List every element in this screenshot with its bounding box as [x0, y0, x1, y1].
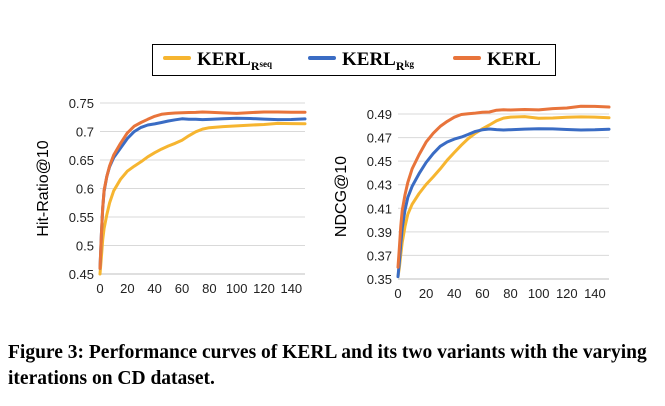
hit-ratio-x-tick-label: 80 [202, 281, 216, 296]
hit-ratio-x-tick-label: 40 [147, 281, 161, 296]
ndcg-y-tick-label: 0.35 [367, 272, 392, 287]
hit-ratio-x-tick-label: 20 [120, 281, 134, 296]
hit-ratio-x-tick-label: 140 [280, 281, 302, 296]
chart-legend: KERLRseq KERLRkg KERL [152, 44, 556, 76]
ndcg-chart-group: 0.35 0.37 0.39 0.41 0.43 0.45 0.47 0.49 0 20 40 60 8… [333, 104, 611, 301]
hit-ratio-chart-group: 0.45 0.5 0.55 0.6 0.65 0.7 0.75 0 20 40 60 80 100 120… [35, 96, 307, 296]
legend-label-kerl-rkg-subsub: kg [404, 59, 415, 69]
ndcg-y-tick-label: 0.37 [367, 248, 392, 263]
hit-ratio-x-tick-label: 60 [175, 281, 189, 296]
legend-item-kerl: KERL [453, 49, 541, 71]
hit-ratio-series-kerl-rseq [98, 121, 307, 276]
ndcg-series-kerl-rkg [396, 127, 611, 279]
ndcg-y-tick-label: 0.49 [367, 107, 392, 122]
legend-label-kerl-rseq-subsub: seq [259, 59, 273, 69]
legend-label-kerl-rkg: KERL [342, 49, 396, 70]
ndcg-x-tick-label: 60 [475, 286, 489, 301]
legend-swatch-kerl-rkg [308, 55, 336, 60]
ndcg-x-tick-label: 40 [447, 286, 461, 301]
hit-ratio-x-tick-label: 100 [226, 281, 248, 296]
hit-ratio-x-tick-label: 0 [96, 281, 103, 296]
hit-ratio-series-kerl-rkg [98, 116, 307, 270]
ndcg-x-tick-label: 100 [528, 286, 550, 301]
legend-label-kerl-rseq: KERL [197, 49, 251, 70]
hit-ratio-y-tick-label: 0.65 [69, 153, 94, 168]
legend-item-kerl-rkg: KERLRkg [308, 49, 415, 73]
legend-label-kerl: KERL [487, 49, 541, 70]
hit-ratio-x-tick-label: 120 [253, 281, 275, 296]
hit-ratio-y-tick-label: 0.5 [76, 239, 94, 254]
hit-ratio-y-tick-label: 0.45 [69, 267, 94, 282]
ndcg-y-tick-label: 0.39 [367, 225, 392, 240]
ndcg-x-tick-label: 80 [503, 286, 517, 301]
legend-label-kerl-rkg-sub: R [395, 59, 405, 73]
hit-ratio-y-tick-label: 0.7 [76, 125, 94, 140]
legend-label-kerl-rseq-sub: R [250, 59, 260, 73]
legend-swatch-kerl-rseq [163, 55, 191, 60]
legend-item-kerl-rseq: KERLRseq [163, 49, 273, 73]
ndcg-series-kerl [396, 104, 611, 269]
hit-ratio-y-tick-label: 0.55 [69, 210, 94, 225]
ndcg-x-tick-label: 0 [394, 286, 401, 301]
ndcg-x-tick-label: 20 [419, 286, 433, 301]
ndcg-y-tick-label: 0.43 [367, 178, 392, 193]
hit-ratio-y-tick-label: 0.75 [69, 96, 94, 111]
ndcg-y-tick-label: 0.47 [367, 131, 392, 146]
ndcg-y-tick-label: 0.41 [367, 201, 392, 216]
hit-ratio-y-tick-label: 0.6 [76, 182, 94, 197]
hit-ratio-y-axis-label: Hit-Ratio@10 [35, 140, 52, 236]
ndcg-x-tick-label: 140 [584, 286, 606, 301]
ndcg-x-tick-label: 120 [556, 286, 578, 301]
ndcg-series-kerl-rseq [396, 115, 611, 279]
ndcg-y-tick-label: 0.45 [367, 154, 392, 169]
ndcg-y-axis-label: NDCG@10 [333, 156, 350, 237]
legend-swatch-kerl [453, 55, 481, 60]
figure-caption: Figure 3: Performance curves of KERL and… [8, 342, 647, 389]
hit-ratio-series-kerl [98, 110, 307, 270]
